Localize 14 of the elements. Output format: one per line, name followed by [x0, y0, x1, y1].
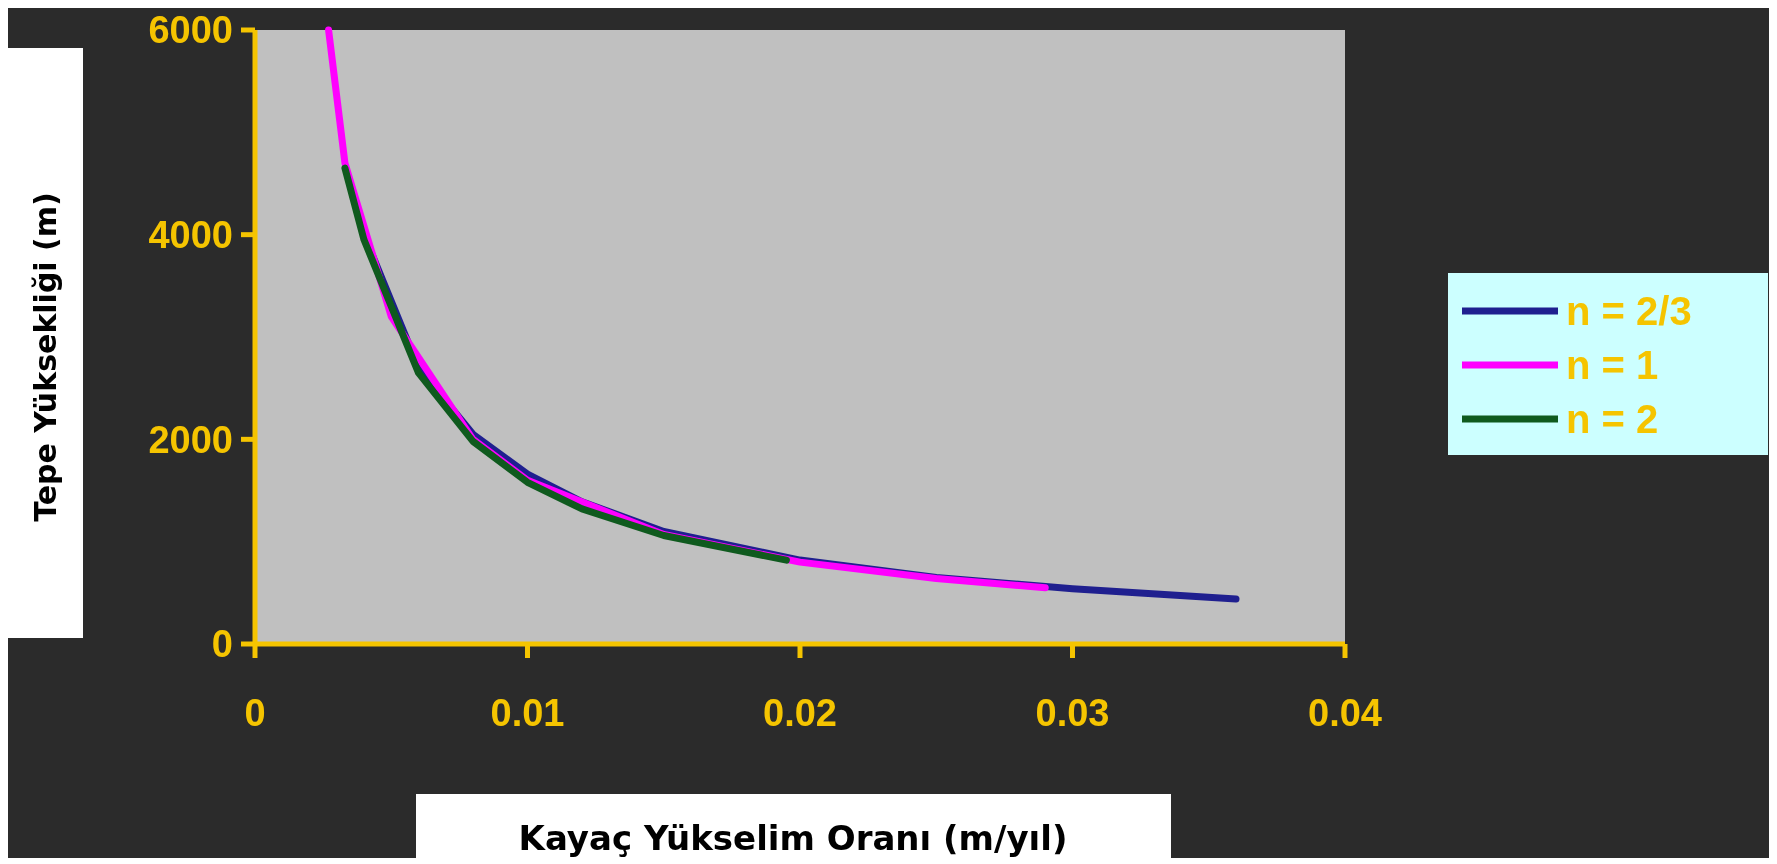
x-tick-label: 0.04: [1308, 692, 1382, 734]
y-tick-label: 6000: [148, 9, 233, 52]
legend-label: n = 2/3: [1566, 289, 1692, 333]
legend-label: n = 1: [1566, 343, 1659, 387]
x-tick-label: 0.03: [1035, 692, 1110, 734]
x-axis-title: Kayaç Yükselim Oranı (m/yıl): [518, 818, 1068, 858]
y-tick-label: 2000: [148, 418, 233, 461]
y-tick-label: 4000: [148, 213, 233, 256]
y-axis-title: Tepe Yüksekliği (m): [28, 192, 63, 522]
y-tick-label: 0: [211, 623, 233, 666]
x-tick-label: 0: [244, 692, 266, 734]
x-tick-label: 0.01: [490, 692, 565, 734]
legend-label: n = 2: [1566, 397, 1659, 441]
x-tick-label: 0.02: [763, 692, 837, 734]
